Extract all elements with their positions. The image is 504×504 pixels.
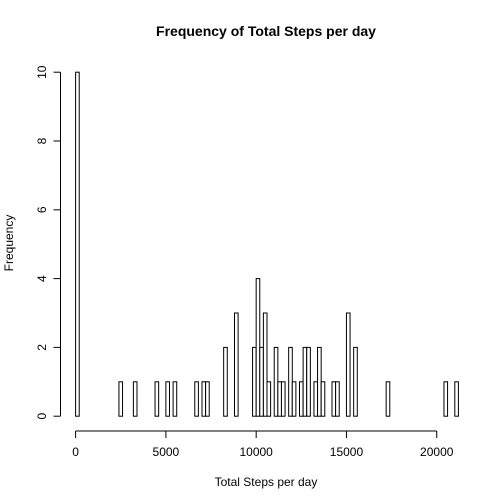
histogram-bar	[255, 278, 261, 417]
y-axis-label: Frequency	[2, 215, 16, 272]
x-tick-label: 20000	[420, 445, 454, 459]
histogram-bar	[291, 381, 297, 417]
bars-group	[75, 71, 459, 417]
histogram-bar	[205, 381, 210, 417]
histogram-bar	[277, 381, 282, 417]
histogram-bar	[165, 381, 170, 417]
histogram-bar	[320, 381, 326, 417]
x-axis-label: Total Steps per day	[215, 475, 318, 489]
histogram-bar	[313, 381, 319, 417]
y-tick-label: 6	[35, 206, 49, 213]
histogram-bar	[385, 381, 391, 417]
histogram-bar	[280, 381, 286, 417]
histogram-bar	[454, 381, 459, 417]
histogram-bar	[194, 381, 199, 417]
y-tick-label: 0	[35, 413, 49, 420]
x-axis-ticks: 0 5000 10000 15000 20000	[72, 431, 454, 459]
histogram-bar	[299, 381, 304, 417]
histogram-bar	[234, 312, 239, 417]
histogram-bar	[273, 346, 279, 417]
histogram-bar	[443, 381, 449, 417]
histogram-bar	[266, 381, 272, 417]
histogram-bar	[154, 381, 160, 417]
histogram-bar	[118, 381, 124, 417]
histogram-bar	[252, 346, 257, 417]
y-tick-label: 4	[35, 275, 49, 282]
x-tick-label: 0	[72, 445, 79, 459]
y-tick-label: 10	[35, 65, 49, 79]
y-tick-label: 8	[35, 137, 49, 144]
histogram-bar	[306, 346, 311, 417]
histogram-bar	[288, 346, 293, 417]
x-tick-label: 5000	[153, 445, 180, 459]
histogram-bar	[335, 381, 340, 417]
histogram-bar	[223, 346, 228, 417]
histogram-bar	[317, 346, 322, 417]
histogram-bar	[331, 381, 337, 417]
histogram-bar	[302, 346, 308, 417]
histogram-bar	[201, 381, 207, 417]
histogram-bar	[172, 381, 178, 417]
x-tick-label: 15000	[330, 445, 364, 459]
x-tick-label: 10000	[239, 445, 273, 459]
histogram-bar	[345, 312, 351, 417]
histogram-bar	[353, 346, 358, 417]
chart-title: Frequency of Total Steps per day	[156, 23, 376, 39]
histogram-bar	[262, 312, 268, 417]
histogram-bar	[75, 71, 80, 417]
y-axis-ticks: 0 2 4 6 8 10	[35, 65, 61, 420]
histogram-bar	[259, 346, 264, 417]
histogram-bar	[132, 381, 138, 417]
y-tick-label: 2	[35, 344, 49, 351]
